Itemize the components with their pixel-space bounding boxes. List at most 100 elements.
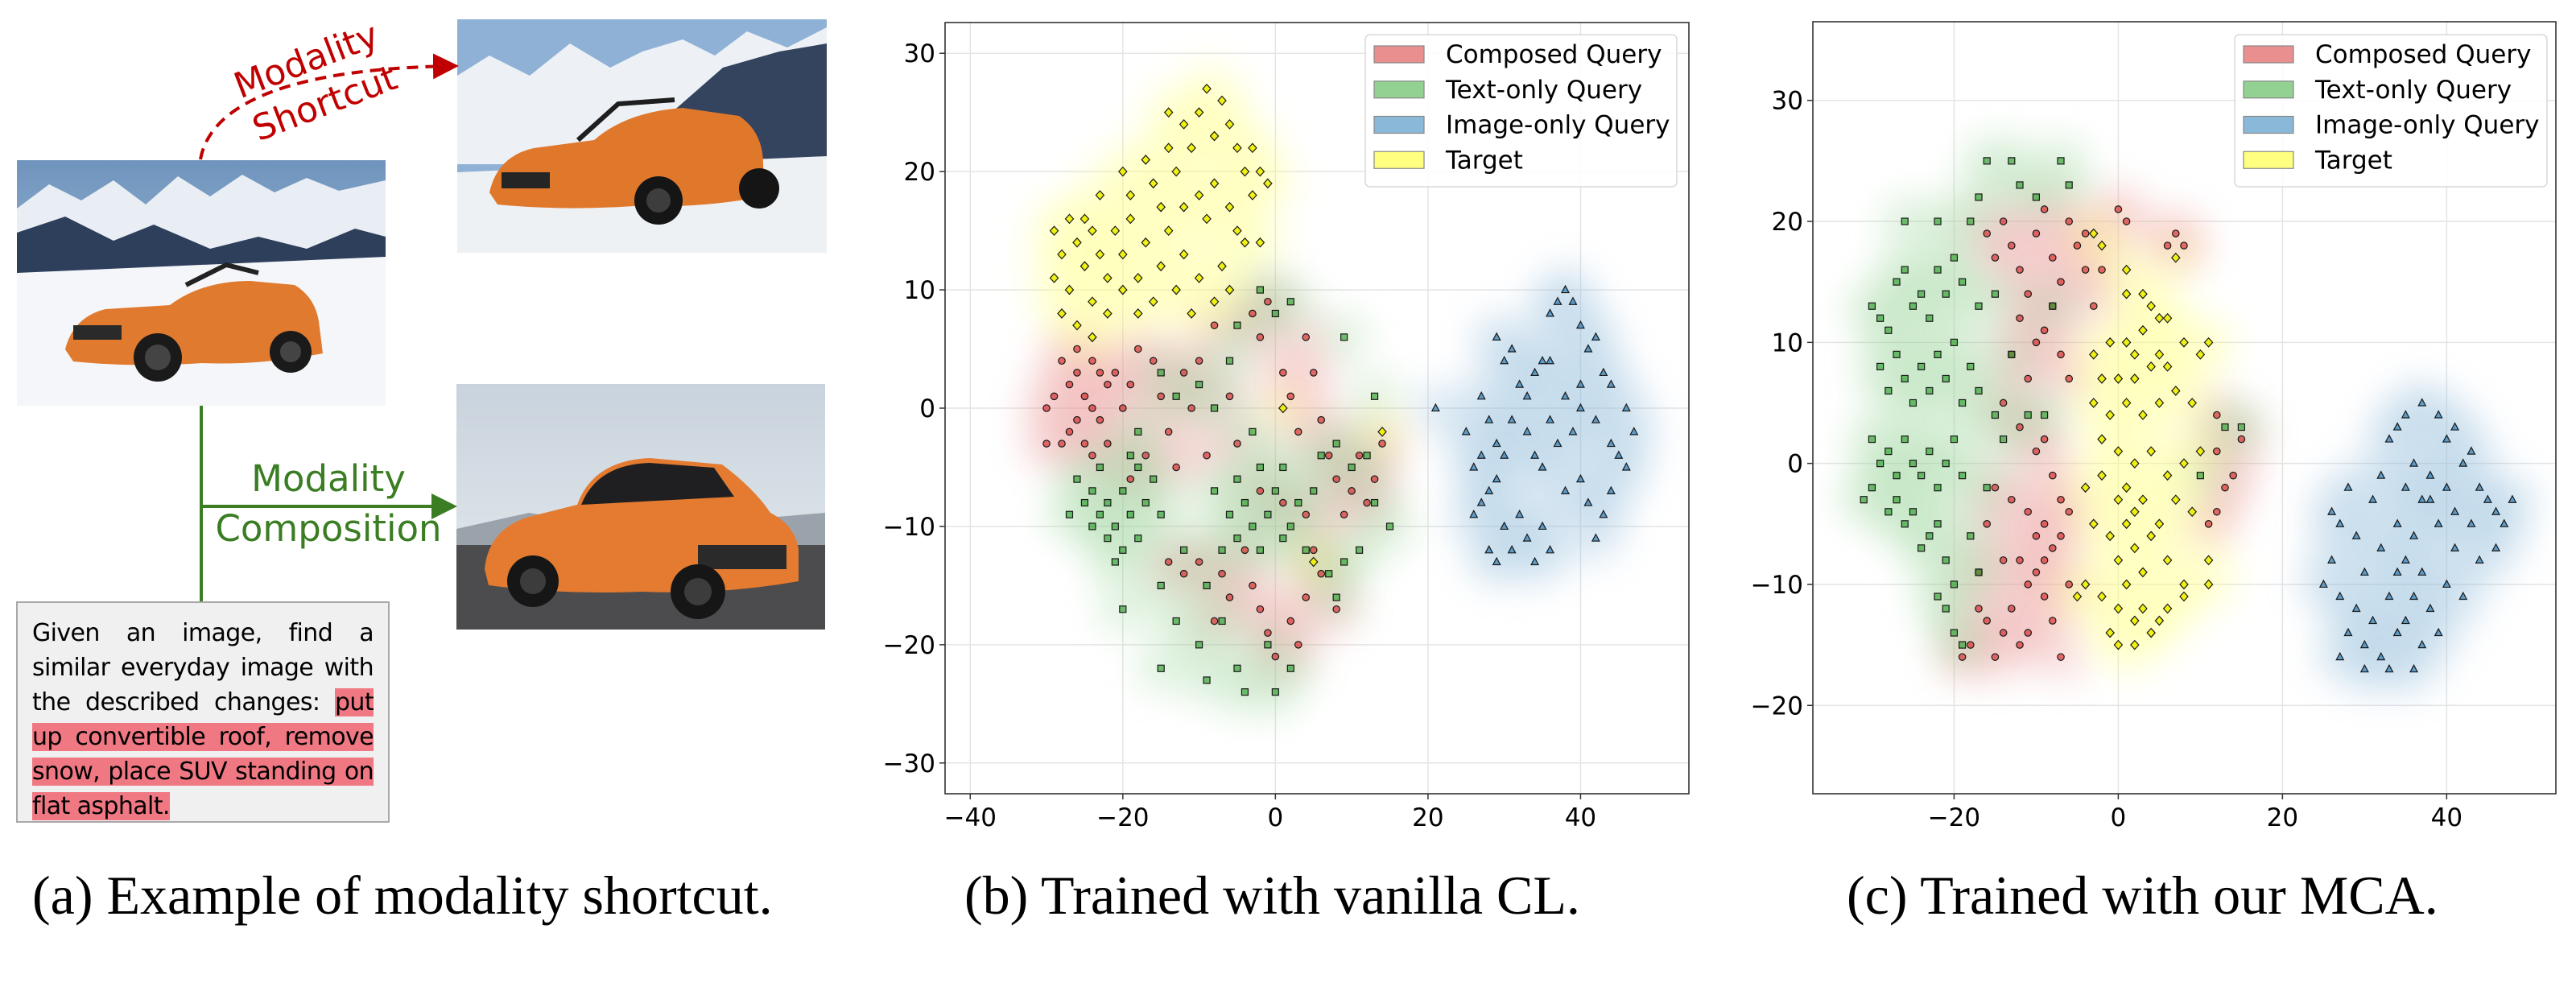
data-point-composed-query <box>1983 617 1992 625</box>
data-point-composed-query <box>1958 653 1967 661</box>
data-point-text-only-query <box>1959 641 1967 649</box>
data-point-text-only-query <box>1901 217 1909 225</box>
data-point-target <box>2162 361 2173 372</box>
data-point-text-only-query <box>1950 435 1959 444</box>
data-point-target <box>1110 225 1121 236</box>
data-point-composed-query <box>1256 487 1265 495</box>
data-point-text-only-query <box>1950 629 1959 637</box>
data-point-text-only-query <box>1901 374 1909 383</box>
data-point-text-only-query <box>2008 350 2016 358</box>
data-point-text-only-query <box>1991 290 2000 298</box>
data-point-composed-query <box>1999 556 2008 564</box>
data-point-text-only-query <box>1885 448 1893 456</box>
data-point-target <box>1125 213 1136 225</box>
data-point-text-only-query <box>1256 463 1264 472</box>
legend-label: Text-only Query <box>1445 76 1642 105</box>
data-point-composed-query <box>1991 483 2000 492</box>
data-point-image-only-query <box>2343 627 2353 637</box>
data-point-image-only-query <box>2417 494 2427 503</box>
data-point-image-only-query <box>1583 344 1593 353</box>
data-point-text-only-query <box>1363 452 1371 460</box>
data-point-composed-query <box>2212 507 2221 516</box>
data-point-target <box>2162 470 2173 481</box>
caption-panel-c: (c) Trained with our MCA. <box>1847 865 2438 926</box>
data-point-composed-query <box>1058 440 1066 448</box>
data-point-image-only-query <box>2392 518 2402 527</box>
data-point-target <box>1194 190 1204 200</box>
data-point-image-only-query <box>1591 533 1600 542</box>
data-point-text-only-query <box>1225 357 1234 365</box>
data-point-target <box>2138 324 2148 336</box>
data-point-image-only-query <box>2442 434 2451 443</box>
data-point-target <box>2187 506 2197 518</box>
data-point-text-only-query <box>1975 386 1983 395</box>
data-point-target <box>1064 284 1075 295</box>
data-point-image-only-query <box>1591 415 1600 423</box>
data-point-text-only-query <box>1134 463 1142 472</box>
legend-item-composed-query: Composed Query <box>1373 40 1662 69</box>
data-point-text-only-query <box>1934 520 1942 528</box>
data-point-composed-query <box>2098 266 2106 274</box>
data-point-image-only-query <box>2392 627 2402 637</box>
data-point-text-only-query <box>1210 487 1219 495</box>
data-point-text-only-query <box>1241 498 1249 507</box>
data-point-composed-query <box>1088 357 1096 365</box>
data-point-image-only-query <box>2458 591 2468 601</box>
data-point-target <box>2203 336 2214 348</box>
data-point-image-only-query <box>1591 332 1600 341</box>
data-point-image-only-query <box>1538 521 1547 531</box>
data-point-text-only-query <box>1348 463 1356 472</box>
data-point-composed-query <box>1279 498 1287 507</box>
data-point-target <box>1125 190 1136 200</box>
data-point-target <box>2072 591 2083 602</box>
data-point-composed-query <box>2032 568 2041 576</box>
data-point-image-only-query <box>1560 284 1570 294</box>
data-point-target <box>2146 361 2157 372</box>
legend-label: Composed Query <box>1446 40 1662 69</box>
legend-swatch <box>1373 81 1425 99</box>
data-point-image-only-query <box>1553 438 1563 448</box>
data-point-image-only-query <box>1507 545 1517 554</box>
data-point-target <box>1064 213 1075 225</box>
data-point-text-only-query <box>1975 302 1983 310</box>
data-point-text-only-query <box>2196 472 2204 480</box>
data-point-text-only-query <box>2221 423 2229 431</box>
data-point-composed-query <box>1126 475 1135 483</box>
data-point-target <box>1141 155 1151 165</box>
data-point-target <box>1278 403 1288 414</box>
data-point-text-only-query <box>1225 510 1234 518</box>
data-point-composed-query <box>1286 617 1295 625</box>
data-point-target <box>2113 494 2124 506</box>
data-point-target <box>2138 410 2148 420</box>
series-composed-query <box>1958 205 2246 661</box>
data-point-target <box>1308 556 1319 568</box>
data-point-target <box>2170 494 2181 506</box>
data-point-text-only-query <box>1126 452 1134 460</box>
data-point-target <box>1240 166 1250 177</box>
data-point-target <box>1133 272 1143 283</box>
data-point-text-only-query <box>2024 411 2032 419</box>
data-point-image-only-query <box>1621 403 1631 412</box>
data-point-target <box>1171 284 1181 295</box>
data-point-composed-query <box>2057 495 2065 504</box>
data-point-image-only-query <box>1530 556 1540 566</box>
data-point-text-only-query <box>1264 510 1272 518</box>
data-point-text-only-query <box>1876 460 1885 468</box>
data-point-target <box>2121 398 2132 408</box>
data-point-target <box>1255 237 1265 248</box>
data-point-image-only-query <box>1583 498 1593 506</box>
data-point-image-only-query <box>1538 462 1547 471</box>
data-point-target <box>1187 142 1196 154</box>
data-point-composed-query <box>1164 427 1173 436</box>
data-point-target <box>2121 482 2132 493</box>
data-point-target <box>1088 296 1097 308</box>
data-point-text-only-query <box>1355 546 1364 554</box>
data-point-composed-query <box>2008 605 2016 613</box>
data-point-target <box>2170 252 2181 263</box>
data-point-text-only-query <box>2049 302 2057 310</box>
data-point-text-only-query <box>1983 484 1991 492</box>
data-point-image-only-query <box>2434 410 2443 419</box>
data-point-composed-query <box>2032 229 2041 237</box>
data-point-target <box>1095 190 1105 200</box>
legend-label: Text-only Query <box>2314 76 2512 105</box>
